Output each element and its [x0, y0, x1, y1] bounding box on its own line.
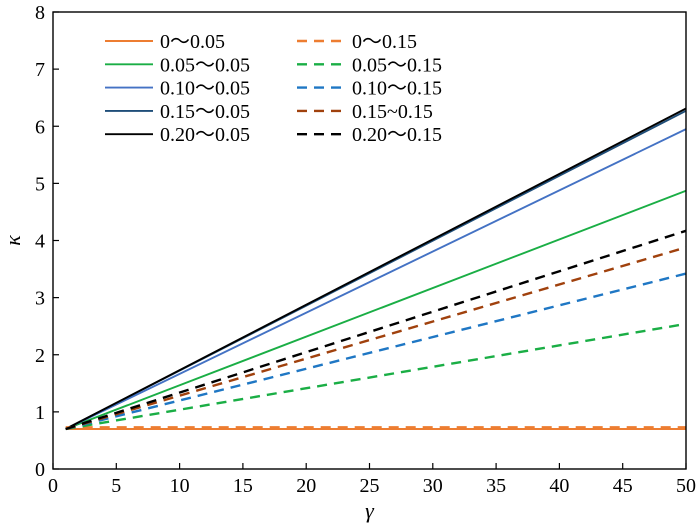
legend-label: 0～0.05 — [160, 31, 225, 53]
x-tick-label: 40 — [549, 475, 569, 497]
y-tick-label: 7 — [35, 59, 45, 81]
x-tick-label: 10 — [170, 475, 190, 497]
series-line-2 — [65, 189, 687, 430]
y-axis-label: κ — [0, 235, 25, 246]
y-tick-label: 6 — [35, 116, 45, 138]
x-tick-label: 50 — [676, 475, 696, 497]
legend-label: 0.15～0.05 — [160, 101, 250, 123]
x-tick-label: 20 — [296, 475, 316, 497]
series-line-5 — [65, 107, 687, 430]
series-line-9 — [65, 246, 687, 431]
y-tick-label: 5 — [35, 173, 45, 195]
legend-label: 0.05～0.05 — [160, 54, 250, 76]
x-tick-label: 15 — [233, 475, 253, 497]
legend-label: 0.05～0.15 — [352, 54, 442, 76]
series-line-7 — [65, 322, 687, 431]
x-tick-label: 30 — [423, 475, 443, 497]
legend-label: 0.20～0.15 — [352, 124, 442, 146]
x-tick-label: 0 — [48, 475, 58, 497]
y-tick-label: 0 — [35, 459, 45, 481]
y-tick-label: 2 — [35, 345, 45, 367]
y-tick-label: 3 — [35, 288, 45, 310]
legend-label: 0.10～0.05 — [160, 78, 250, 100]
legend-label: 0～0.15 — [352, 31, 417, 53]
x-tick-label: 5 — [111, 475, 121, 497]
y-tick-label: 4 — [35, 231, 45, 253]
y-tick-label: 8 — [35, 2, 45, 24]
legend: 0～0.050.05～0.050.10～0.050.15～0.050.20～0.… — [105, 31, 442, 146]
series-line-3 — [65, 128, 687, 430]
legend-label: 0.15~0.15 — [352, 101, 433, 123]
x-tick-label: 35 — [486, 475, 506, 497]
series-layer — [65, 107, 687, 431]
x-tick-label: 45 — [613, 475, 633, 497]
series-line-10 — [65, 229, 687, 431]
x-tick-label: 25 — [360, 475, 380, 497]
legend-label: 0.20～0.05 — [160, 124, 250, 146]
series-line-8 — [65, 272, 687, 431]
y-tick-label: 1 — [35, 402, 45, 424]
legend-label: 0.10～0.15 — [352, 78, 442, 100]
x-axis-label: γ — [365, 498, 375, 523]
